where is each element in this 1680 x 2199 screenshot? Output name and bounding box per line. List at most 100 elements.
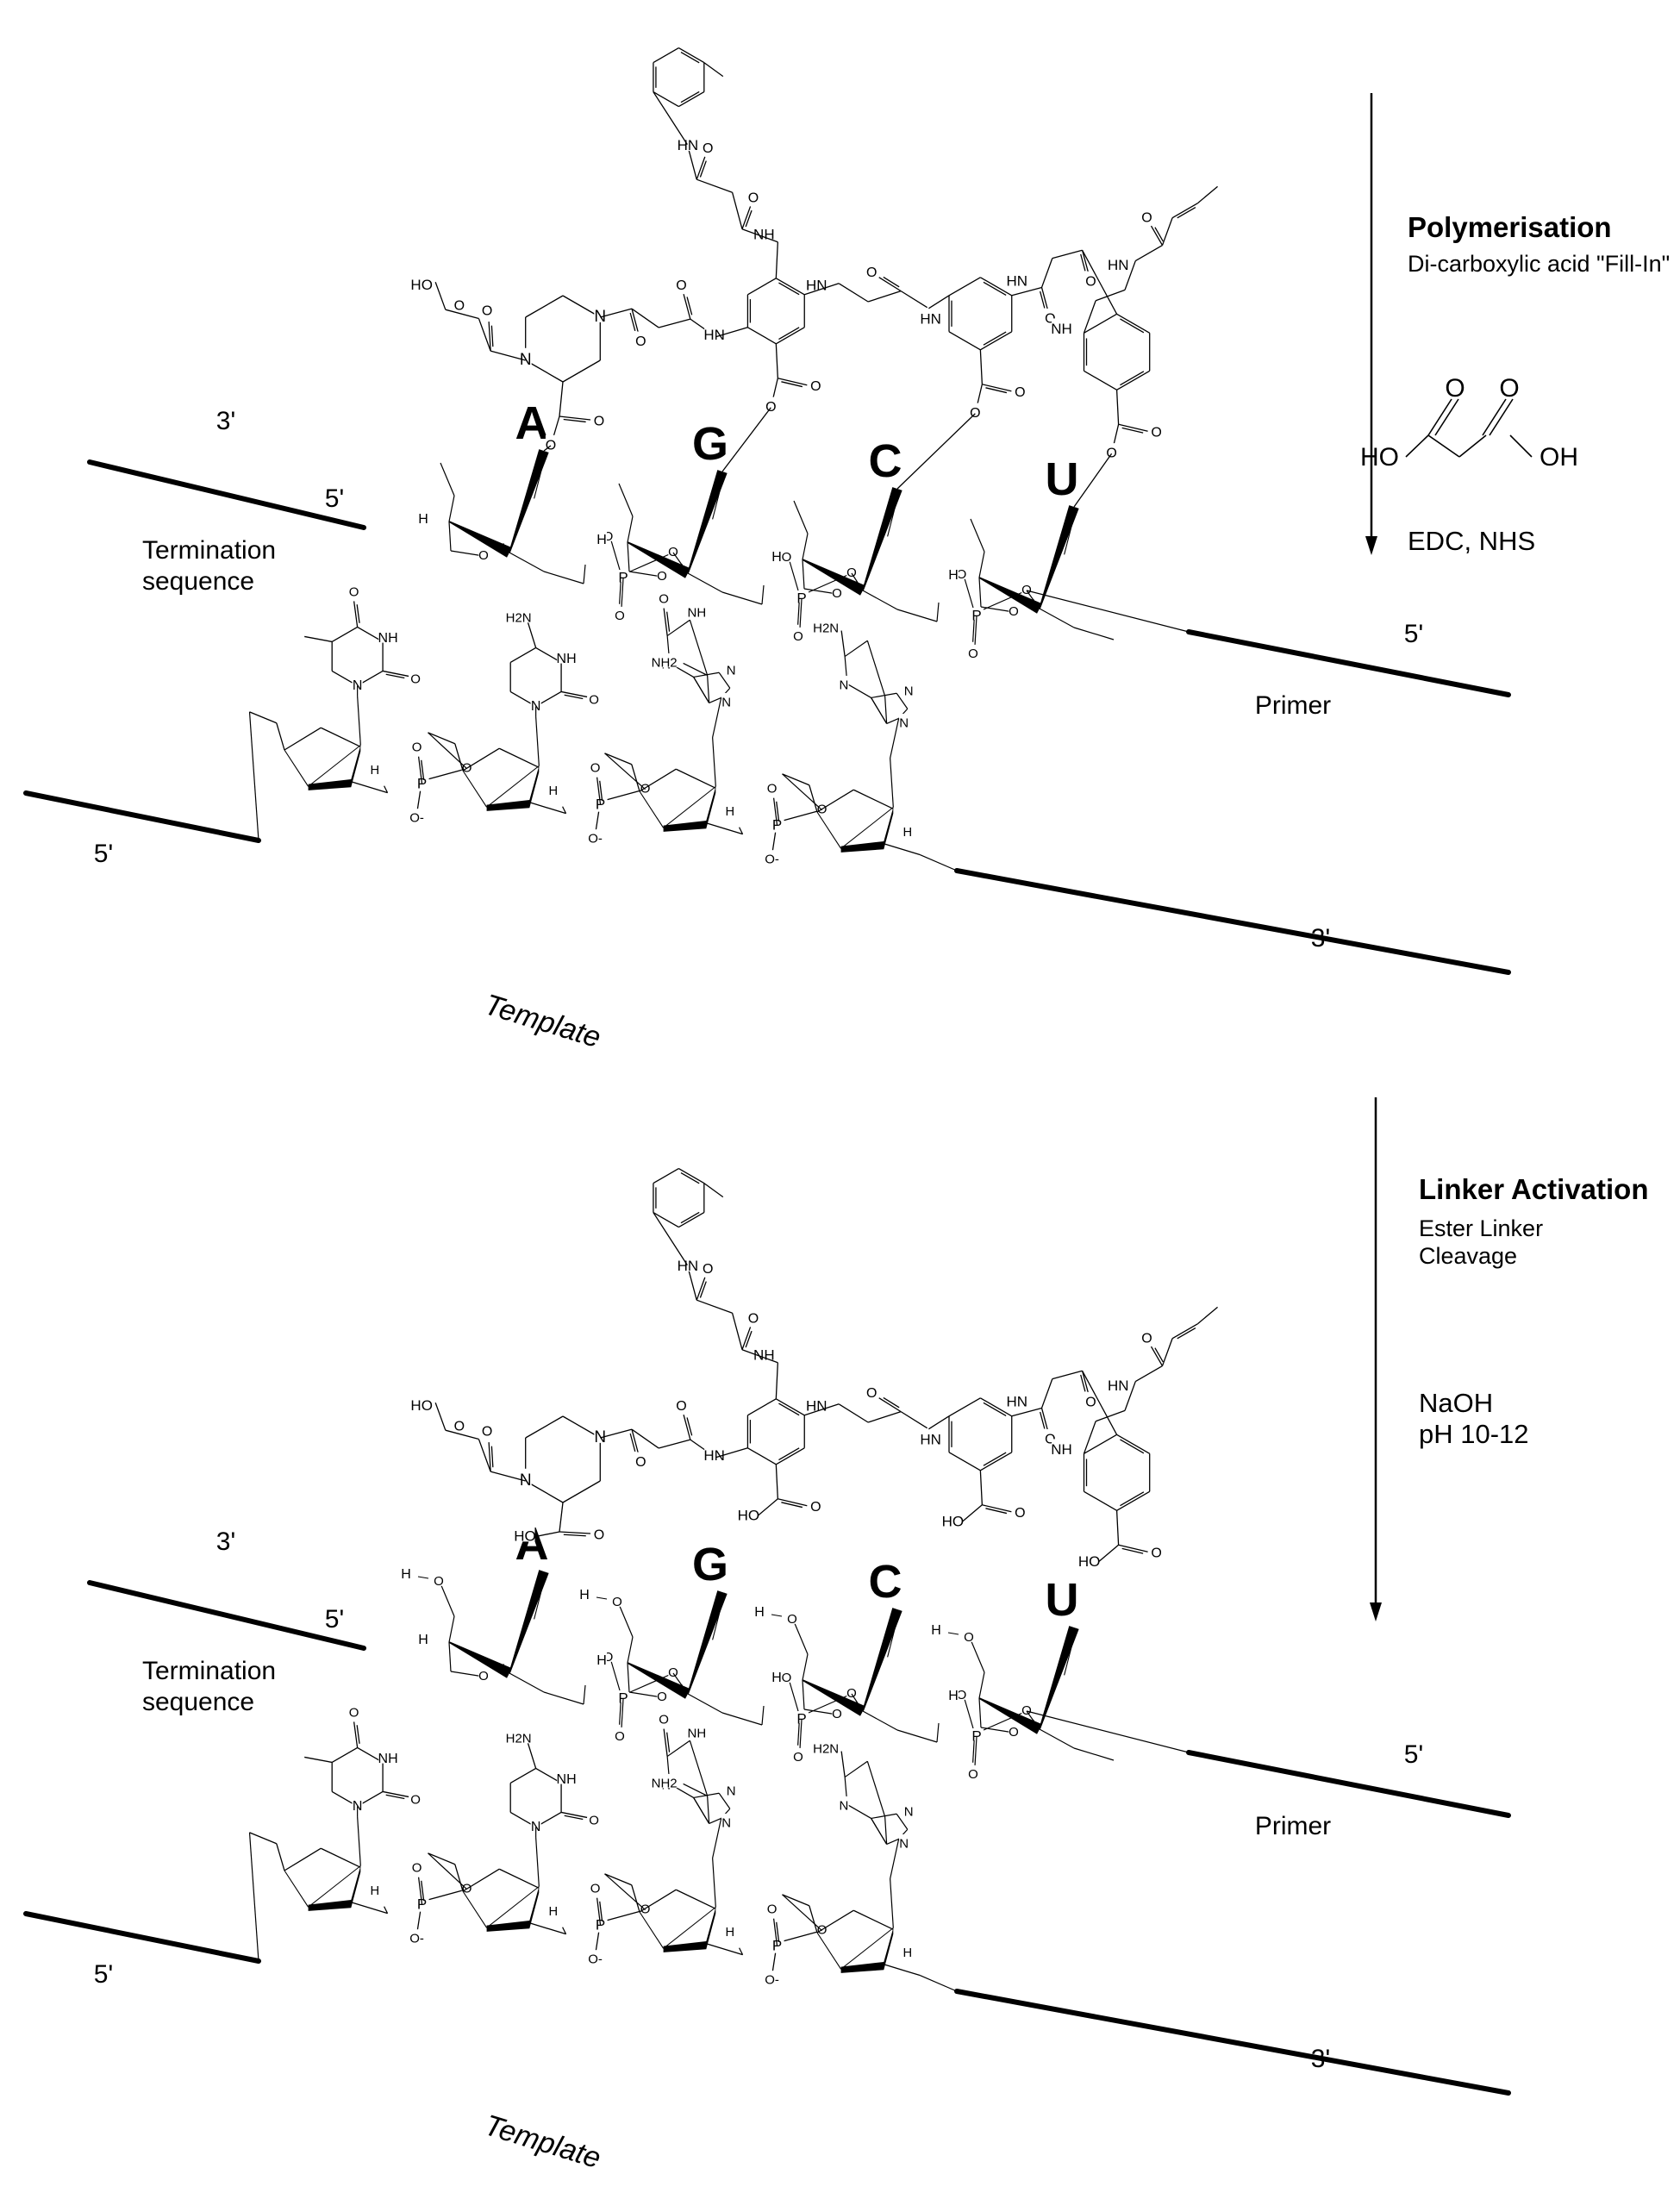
svg-text:O: O	[659, 592, 669, 607]
svg-text:pH 10-12: pH 10-12	[1419, 1419, 1529, 1449]
svg-text:H2N: H2N	[506, 1731, 532, 1746]
svg-text:O: O	[482, 1424, 492, 1439]
svg-text:H: H	[771, 1671, 782, 1685]
svg-text:O: O	[1085, 274, 1096, 289]
svg-text:NH: NH	[378, 631, 398, 646]
svg-text:NH2: NH2	[652, 1776, 678, 1790]
svg-text:sequence: sequence	[142, 567, 254, 596]
svg-text:O: O	[594, 414, 604, 428]
svg-text:O: O	[590, 761, 601, 776]
svg-text:N: N	[721, 695, 731, 709]
svg-text:5': 5'	[325, 1605, 344, 1634]
svg-text:O: O	[1009, 604, 1019, 619]
svg-text:Ester Linker: Ester Linker	[1419, 1215, 1543, 1241]
svg-text:HO: HO	[410, 1397, 433, 1414]
svg-text:H: H	[931, 1623, 941, 1638]
svg-text:U: U	[1046, 1574, 1079, 1626]
svg-text:O: O	[676, 1399, 686, 1414]
svg-text:N: N	[840, 678, 849, 692]
svg-text:H: H	[418, 1633, 428, 1647]
svg-text:H: H	[418, 512, 428, 527]
svg-text:O: O	[410, 1792, 421, 1807]
svg-text:HN: HN	[920, 1431, 941, 1447]
svg-text:HN: HN	[920, 310, 941, 327]
svg-text:O: O	[793, 629, 803, 644]
svg-text:O: O	[748, 1311, 759, 1326]
svg-text:O-: O-	[588, 832, 603, 846]
svg-text:NH: NH	[557, 652, 577, 666]
svg-text:G: G	[692, 418, 728, 470]
svg-text:O: O	[659, 1713, 669, 1727]
svg-text:O: O	[767, 782, 778, 797]
svg-text:O: O	[1151, 1546, 1161, 1561]
svg-text:HN: HN	[1006, 272, 1027, 289]
svg-text:N: N	[727, 1784, 736, 1798]
svg-text:Termination: Termination	[142, 1657, 276, 1685]
svg-text:O: O	[478, 548, 489, 563]
svg-text:O: O	[1015, 1506, 1025, 1521]
svg-text:5': 5'	[1404, 620, 1423, 648]
svg-text:C: C	[869, 1556, 902, 1608]
svg-text:H: H	[903, 826, 913, 840]
svg-text:O: O	[657, 569, 667, 584]
svg-text:O: O	[1015, 385, 1025, 400]
svg-text:O: O	[767, 1902, 778, 1917]
svg-text:O: O	[589, 692, 599, 707]
svg-text:3': 3'	[1311, 924, 1330, 953]
svg-text:O: O	[589, 1813, 599, 1827]
svg-text:O: O	[454, 1420, 465, 1434]
svg-text:U: U	[1046, 453, 1079, 505]
svg-text:O: O	[594, 1527, 604, 1542]
svg-text:Cleavage: Cleavage	[1419, 1243, 1517, 1269]
svg-text:NH: NH	[1051, 1441, 1072, 1458]
svg-text:N: N	[899, 1836, 909, 1851]
svg-text:NH: NH	[557, 1772, 577, 1787]
svg-text:H: H	[948, 568, 959, 583]
svg-text:O: O	[810, 379, 821, 394]
svg-text:O: O	[1009, 1725, 1019, 1740]
svg-text:H: H	[726, 805, 735, 819]
svg-text:O: O	[615, 1729, 625, 1744]
svg-text:O: O	[349, 584, 359, 599]
svg-text:HN: HN	[678, 1258, 699, 1274]
svg-text:O: O	[676, 278, 686, 293]
svg-text:3': 3'	[216, 407, 235, 435]
svg-text:O-: O-	[765, 853, 779, 867]
svg-text:N: N	[840, 1798, 849, 1813]
svg-text:3': 3'	[216, 1527, 235, 1556]
svg-text:sequence: sequence	[142, 1688, 254, 1716]
svg-text:H: H	[549, 1905, 559, 1919]
svg-text:H: H	[903, 1946, 913, 1960]
svg-text:HN: HN	[678, 137, 699, 153]
svg-text:H: H	[948, 1689, 959, 1703]
svg-text:A: A	[515, 397, 549, 449]
svg-text:O: O	[482, 303, 492, 318]
svg-text:5': 5'	[325, 484, 344, 513]
svg-text:O-: O-	[409, 1932, 424, 1946]
svg-text:G: G	[692, 1539, 728, 1590]
svg-text:C: C	[869, 435, 902, 487]
svg-text:N: N	[727, 663, 736, 678]
svg-text:HN: HN	[1108, 1377, 1129, 1394]
svg-text:O: O	[810, 1500, 821, 1515]
svg-text:H: H	[549, 784, 559, 798]
svg-text:Primer: Primer	[1255, 1812, 1331, 1840]
svg-text:O: O	[866, 266, 877, 280]
svg-text:O: O	[793, 1750, 803, 1765]
svg-text:NH: NH	[688, 605, 707, 620]
svg-text:Primer: Primer	[1255, 691, 1331, 720]
svg-text:Termination: Termination	[142, 536, 276, 565]
svg-text:O: O	[612, 1595, 622, 1609]
svg-text:O: O	[412, 740, 422, 755]
svg-text:O: O	[964, 1630, 974, 1645]
svg-text:H: H	[754, 1605, 765, 1620]
svg-text:O: O	[832, 586, 842, 601]
svg-text:H: H	[726, 1926, 735, 1940]
svg-text:O-: O-	[409, 811, 424, 826]
svg-text:3': 3'	[1311, 2045, 1330, 2073]
svg-text:H2N: H2N	[813, 1742, 839, 1757]
svg-text:N: N	[721, 1815, 731, 1830]
svg-text:O: O	[478, 1669, 489, 1684]
svg-text:O: O	[615, 609, 625, 623]
svg-text:HN: HN	[1006, 1393, 1027, 1409]
